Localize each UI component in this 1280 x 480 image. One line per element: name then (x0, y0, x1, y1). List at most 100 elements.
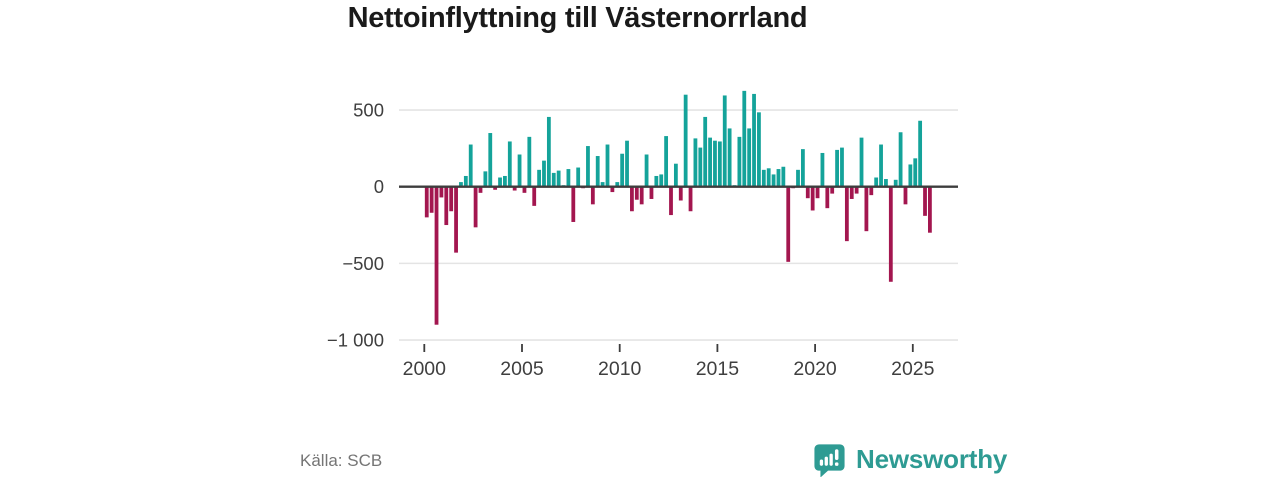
bar-2011-q3 (649, 186, 654, 199)
bar-2013-q1 (678, 186, 683, 201)
bar-2011-q4 (654, 175, 659, 187)
bar-2003-q4 (498, 177, 502, 187)
bar-2007-q4 (576, 167, 581, 187)
bar-2014-q2 (703, 116, 708, 187)
bar-2007-q3 (571, 186, 576, 222)
bar-2002-q1 (463, 175, 468, 187)
bar-2001-q4 (459, 182, 463, 187)
bar-2017-q3 (766, 168, 771, 187)
x-tick-label-2015: 2015 (696, 358, 740, 380)
bar-2012-q1 (659, 174, 664, 187)
bar-2017-q2 (761, 169, 766, 187)
bar-2019-q3 (805, 186, 810, 199)
bar-2015-q3 (727, 128, 732, 187)
bar-2014-q3 (708, 137, 712, 187)
x-tick-label-2020: 2020 (793, 358, 837, 380)
bar-2001-q1 (444, 186, 449, 226)
x-axis-ticks (423, 344, 914, 352)
bar-2000-q4 (439, 186, 444, 198)
bar-2004-q1 (503, 175, 507, 187)
bar-2019-q4 (810, 186, 815, 211)
bar-2022-q3 (864, 186, 869, 232)
bar-2020-q4 (830, 186, 835, 194)
bar-2006-q4 (556, 170, 561, 187)
bar-2016-q1 (737, 136, 742, 187)
bar-2000-q1 (424, 186, 429, 218)
bar-2004-q2 (507, 141, 512, 187)
bar-2004-q4 (517, 154, 522, 187)
y-axis-labels: 500 0 −500 −1 000 (327, 100, 384, 351)
bar-2025-q3 (923, 186, 927, 216)
bar-2010-q2 (625, 140, 629, 187)
bar-2020-q2 (820, 152, 825, 187)
bar-2005-q2 (527, 136, 532, 187)
y-tick-label--500: −500 (342, 253, 384, 274)
bar-2022-q4 (869, 186, 874, 196)
bar-2019-q1 (796, 169, 800, 187)
bar-2003-q1 (483, 171, 488, 187)
bar-2006-q2 (546, 116, 551, 187)
bar-2013-q4 (693, 138, 698, 187)
bar-2015-q1 (717, 141, 722, 187)
bar-2006-q1 (542, 160, 546, 187)
brand-logo: Newsworthy (812, 442, 1007, 477)
bar-2003-q3 (493, 186, 498, 190)
bar-2023-q2 (879, 144, 883, 187)
y-tick-label--1000: −1 000 (327, 330, 384, 351)
bars (424, 90, 932, 325)
bar-2008-q3 (590, 186, 595, 205)
bar-2010-q4 (634, 186, 639, 200)
bar-2024-q2 (898, 132, 903, 187)
bar-2002-q4 (478, 186, 483, 193)
bar-2010-q1 (620, 153, 625, 187)
bar-2019-q2 (800, 149, 805, 187)
bar-2001-q2 (449, 186, 454, 212)
bar-2024-q3 (903, 186, 908, 205)
bar-2021-q4 (849, 186, 854, 199)
bar-2018-q2 (781, 166, 786, 187)
bar-2017-q1 (757, 112, 761, 187)
bar-2016-q4 (752, 93, 756, 187)
bar-2016-q2 (742, 90, 747, 187)
bar-2000-q2 (429, 186, 434, 213)
bar-2009-q4 (615, 182, 620, 187)
bar-2017-q4 (771, 174, 776, 187)
bar-2013-q3 (688, 186, 693, 212)
bar-2011-q1 (639, 186, 644, 205)
bar-2020-q3 (825, 186, 830, 209)
bar-2023-q1 (874, 177, 879, 187)
bar-2002-q2 (468, 144, 473, 187)
y-tick-label-0: 0 (374, 176, 384, 197)
bar-2002-q3 (473, 186, 478, 228)
bar-2024-q1 (893, 179, 898, 187)
bar-2021-q1 (835, 149, 839, 187)
newsworthy-logo-icon (814, 444, 845, 477)
bar-2008-q2 (586, 146, 590, 187)
y-tick-label-500: 500 (353, 100, 384, 121)
x-tick-label-2010: 2010 (598, 358, 642, 380)
bar-2009-q2 (605, 144, 610, 187)
bar-2011-q2 (644, 154, 649, 187)
bar-2022-q2 (859, 137, 864, 187)
bar-2014-q1 (698, 147, 703, 187)
bar-2005-q4 (537, 169, 541, 187)
bar-2024-q4 (908, 164, 913, 187)
bar-2005-q3 (532, 186, 537, 206)
bar-2025-q2 (918, 120, 923, 187)
bar-2004-q3 (512, 186, 517, 191)
bar-2007-q2 (566, 169, 571, 187)
bar-2001-q3 (454, 186, 458, 253)
bar-2020-q1 (815, 186, 820, 199)
bar-2015-q2 (722, 95, 727, 187)
bar-2005-q1 (522, 186, 527, 193)
bar-2012-q4 (673, 163, 678, 187)
bar-2013-q2 (683, 94, 688, 187)
gridlines (399, 109, 958, 341)
bar-chart: 500 0 −500 −1 000 2000 2005 2010 2015 2020 2025 (327, 90, 958, 380)
bar-2010-q3 (630, 186, 634, 212)
bar-2023-q4 (888, 186, 893, 282)
bar-2008-q4 (595, 156, 600, 187)
bar-2025-q1 (913, 158, 918, 187)
bar-2009-q1 (600, 182, 605, 187)
